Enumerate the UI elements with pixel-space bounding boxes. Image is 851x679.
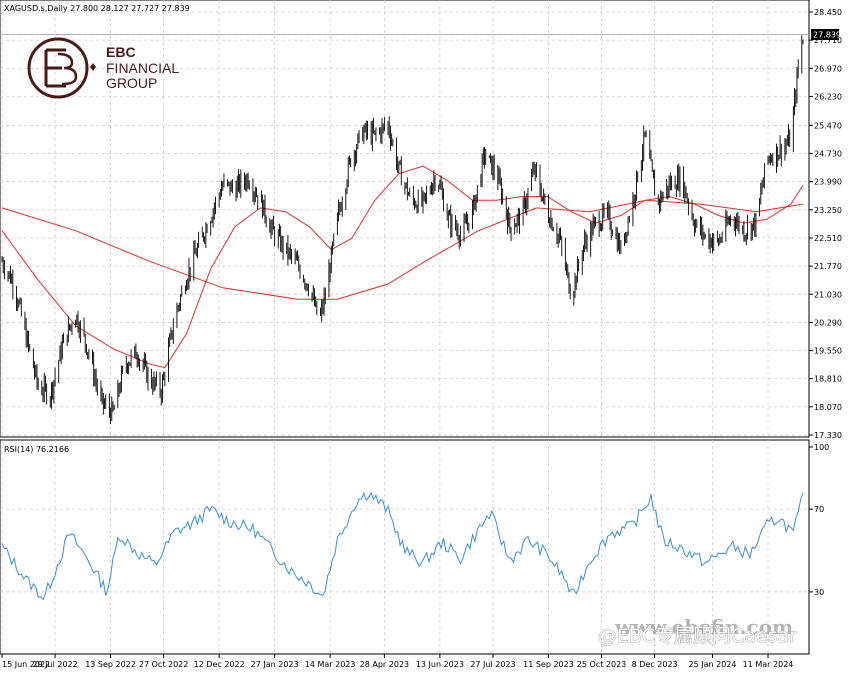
price-tick-label: 18.070 (814, 403, 842, 412)
x-tick-label: 28 Apr 2023 (360, 660, 409, 669)
rsi-panel (0, 439, 810, 655)
last-price-text: 27.839 (813, 31, 841, 40)
social-watermark: @EBC专属顾问Caesar (598, 625, 797, 647)
x-tick-label: 13 Sep 2022 (85, 660, 136, 669)
x-tick-label: 29 Jul 2022 (32, 660, 77, 669)
price-grid (0, 0, 809, 437)
price-tick-label: 27.710 (814, 36, 842, 45)
price-tick-label: 21.030 (814, 290, 842, 299)
x-tick-label: 8 Dec 2023 (632, 660, 678, 669)
logo-line2: FINANCIAL (106, 60, 179, 76)
x-tick-label: 11 Mar 2024 (743, 660, 794, 669)
ma-slow (1, 199, 804, 300)
x-tick-label: 14 Mar 2023 (305, 660, 356, 669)
logo-line1: EBC (106, 44, 136, 60)
price-tick-label: 23.250 (814, 206, 842, 215)
rsi-tick-label: 30 (814, 588, 824, 597)
rsi-header: RSI(14) 76.2166 (4, 445, 69, 454)
watermark-url: www.ebcfin.com (614, 615, 793, 639)
price-axis: 28.450 27.710 26.970 26.230 25.470 24.730 23.9… (809, 8, 842, 440)
price-tick-label: 20.290 (814, 318, 842, 327)
x-tick-label: 25 Oct 2023 (577, 660, 626, 669)
rsi-series-line (1, 491, 804, 601)
x-tick-label: 27 Jul 2023 (470, 660, 515, 669)
ma-fast-line (1, 165, 804, 369)
ebc-logo: EBC FINANCIAL GROUP (27, 37, 179, 99)
price-tick-label: 22.510 (814, 234, 842, 243)
x-tick-label: 15 Jun 2022 (2, 660, 50, 669)
price-tick-label: 18.810 (814, 375, 842, 384)
price-tick-label: 19.550 (814, 347, 842, 356)
rsi-line (1, 491, 804, 601)
rsi-axis: 100 70 30 (809, 443, 829, 597)
x-tick-label: 11 Sep 2023 (523, 660, 574, 669)
rsi-tick-label: 100 (814, 443, 829, 452)
logo-line3: GROUP (106, 75, 157, 91)
price-tick-label: 21.770 (814, 262, 842, 271)
x-tick-label: 27 Jan 2023 (251, 660, 299, 669)
price-tick-label: 26.970 (814, 64, 842, 73)
price-candles (1, 35, 804, 425)
x-tick-label: 25 Jan 2024 (689, 660, 737, 669)
rsi-grid (0, 440, 809, 654)
ma-slow-line (1, 199, 804, 300)
x-tick-label: 27 Oct 2022 (139, 660, 188, 669)
rsi-tick-label: 70 (814, 505, 824, 514)
price-tick-label: 25.470 (814, 121, 842, 130)
x-tick-label: 12 Dec 2022 (194, 660, 245, 669)
price-tick-label: 24.730 (814, 150, 842, 159)
last-price-label: 27.839 (811, 29, 841, 40)
price-tick-label: 28.450 (814, 8, 842, 17)
price-tick-label: 26.230 (814, 92, 842, 101)
price-panel (0, 0, 810, 438)
price-tick-label: 23.990 (814, 178, 842, 187)
logo-sparkle-icon (90, 63, 96, 71)
x-tick-label: 13 Jun 2023 (416, 660, 464, 669)
logo-e-icon (44, 48, 66, 88)
ma-fast (1, 165, 804, 369)
logo-circle-icon (27, 37, 89, 99)
price-tick-label: 17.330 (814, 431, 842, 440)
price-header: XAGUSD.s,Daily 27.800 28.127 27.727 27.8… (4, 4, 190, 13)
logo-b-icon (57, 52, 78, 86)
